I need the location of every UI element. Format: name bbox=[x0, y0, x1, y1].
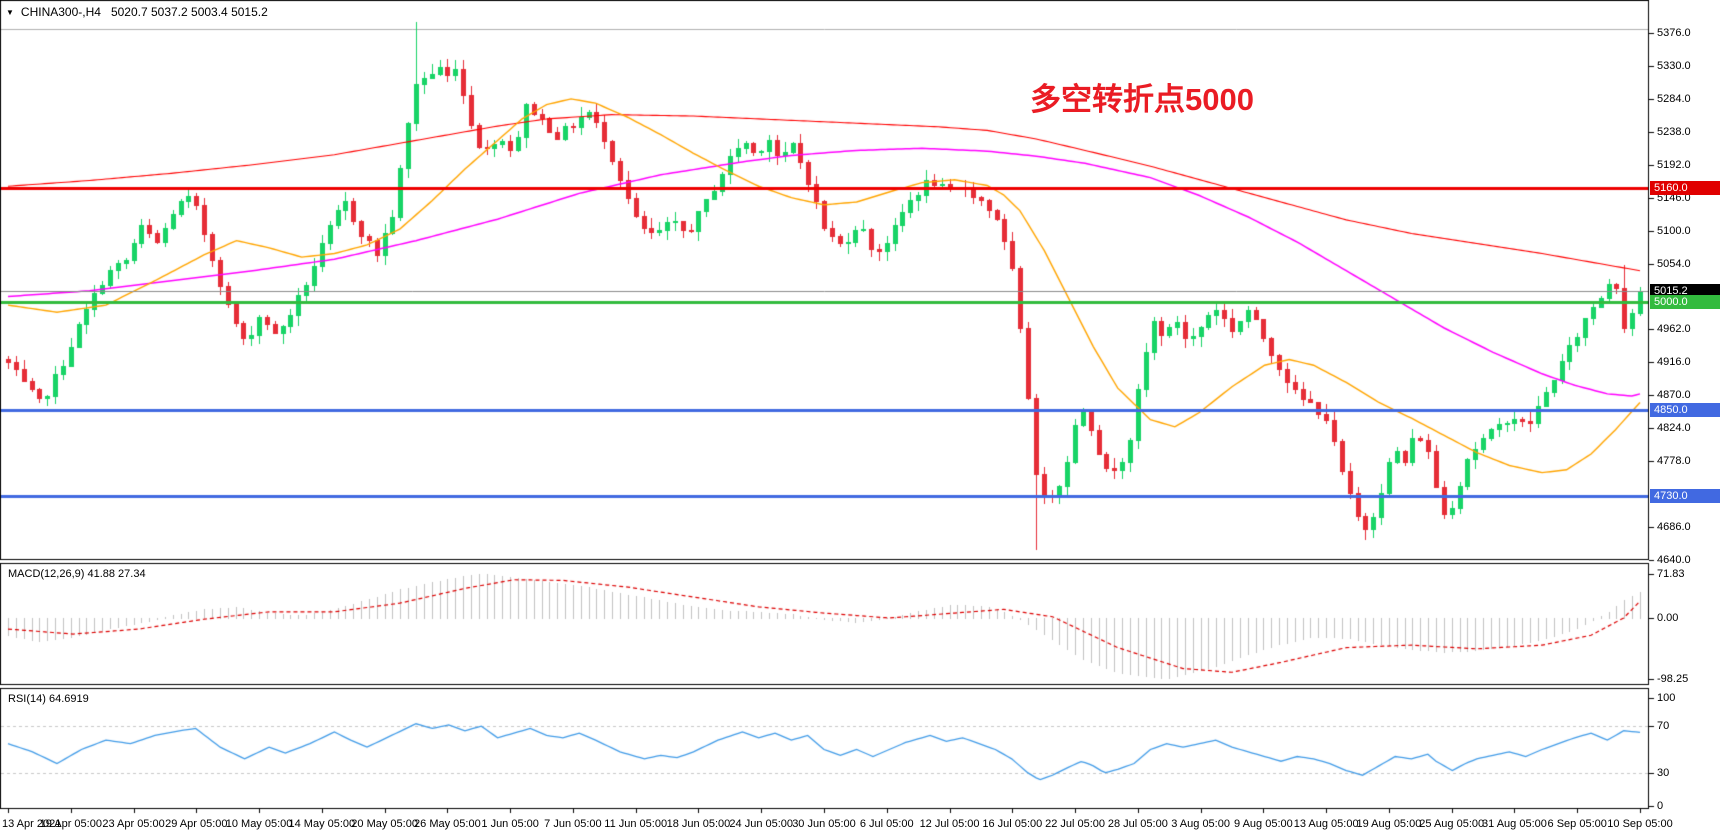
ohlc-values: 5020.7 5037.2 5003.4 5015.2 bbox=[110, 5, 268, 19]
axis-price-badge: 5160.0 bbox=[1650, 180, 1720, 195]
chart-title-bar: ▼ CHINA300-,H4 5020.7 5037.2 5003.4 5015.2 bbox=[6, 5, 268, 19]
macd-tick-label: 0.00 bbox=[1657, 612, 1679, 624]
macd-indicator-label: MACD(12,26,9) 41.88 27.34 bbox=[8, 568, 146, 580]
price-tick-label: 5330.0 bbox=[1657, 59, 1691, 72]
symbol-timeframe-label: CHINA300-,H4 bbox=[20, 5, 101, 19]
macd-tick-label: -98.25 bbox=[1657, 672, 1689, 685]
price-tick-label: 5054.0 bbox=[1657, 257, 1691, 270]
axis-price-badge: 4850.0 bbox=[1650, 402, 1720, 417]
time-axis-label: 26 May 05:00 bbox=[414, 818, 481, 830]
axis-price-badge: 4730.0 bbox=[1650, 488, 1720, 503]
axis-price-badge: 5000.0 bbox=[1650, 295, 1720, 310]
time-axis-label: 7 Jun 05:00 bbox=[544, 818, 602, 830]
time-axis-label: 10 Sep 05:00 bbox=[1607, 818, 1673, 830]
price-tick-label: 4916.0 bbox=[1657, 356, 1691, 369]
price-tick-label: 4870.0 bbox=[1657, 389, 1691, 402]
symbol-dropdown-icon[interactable]: ▼ bbox=[6, 8, 14, 17]
time-axis-label: 10 May 05:00 bbox=[225, 818, 293, 830]
time-axis-label: 19 Apr 05:00 bbox=[39, 818, 102, 830]
time-axis-label: 1 Jun 05:00 bbox=[481, 818, 539, 830]
axis-price-badge: 5015.2 bbox=[1650, 284, 1720, 299]
time-axis-label: 24 Jun 05:00 bbox=[729, 818, 794, 830]
rsi-tick-label: 100 bbox=[1657, 692, 1676, 704]
price-tick-label: 5146.0 bbox=[1657, 191, 1691, 204]
rsi-tick-label: 70 bbox=[1657, 720, 1670, 733]
time-axis-label: 23 Apr 05:00 bbox=[102, 818, 165, 830]
macd-tick-label: 71.83 bbox=[1657, 567, 1685, 580]
time-axis-label: 14 May 05:00 bbox=[288, 818, 356, 830]
price-tick-label: 5376.0 bbox=[1657, 27, 1691, 39]
time-axis-label: 31 Aug 05:00 bbox=[1482, 818, 1547, 830]
time-axis-label: 22 Jul 05:00 bbox=[1045, 818, 1106, 830]
time-axis-label: 25 Aug 05:00 bbox=[1419, 818, 1485, 830]
time-axis-label: 9 Aug 05:00 bbox=[1234, 818, 1293, 830]
time-axis-label: 12 Jul 05:00 bbox=[919, 818, 980, 830]
price-tick-label: 5100.0 bbox=[1657, 224, 1691, 237]
time-axis-label: 13 Apr 2021 bbox=[2, 818, 62, 830]
time-axis-label: 3 Aug 05:00 bbox=[1171, 818, 1230, 830]
price-tick-label: 4962.0 bbox=[1657, 323, 1691, 336]
time-axis-label: 28 Jul 05:00 bbox=[1107, 818, 1168, 830]
price-tick-label: 5192.0 bbox=[1657, 158, 1691, 171]
chart-annotation-text: 多空转折点5000 bbox=[1030, 82, 1254, 117]
price-axis[interactable]: 5376.0 5330.0 5284.0 5238.0 5192.0 5146.0 5100… bbox=[1649, 0, 1721, 812]
time-axis-label: 29 Apr 05:00 bbox=[165, 818, 228, 830]
price-tick-label: 4640.0 bbox=[1657, 554, 1691, 566]
time-axis-label: 18 Jun 05:00 bbox=[666, 818, 731, 830]
time-axis[interactable]: 13 Apr 2021 19 Apr 05:00 23 Apr 05:00 29 Ap… bbox=[0, 809, 1721, 838]
price-tick-label: 4778.0 bbox=[1657, 455, 1691, 468]
time-axis-label: 16 Jul 05:00 bbox=[982, 818, 1043, 830]
macd-panel[interactable] bbox=[0, 563, 1649, 685]
rsi-tick-label: 0 bbox=[1657, 800, 1664, 812]
rsi-tick-label: 30 bbox=[1657, 766, 1670, 779]
time-axis-label: 20 May 05:00 bbox=[351, 818, 418, 830]
price-tick-label: 4824.0 bbox=[1657, 422, 1691, 435]
price-tick-label: 5284.0 bbox=[1657, 92, 1691, 105]
price-tick-label: 4686.0 bbox=[1657, 521, 1691, 534]
price-chart-panel[interactable] bbox=[0, 0, 1649, 560]
time-axis-label: 11 Jun 05:00 bbox=[604, 818, 668, 830]
rsi-panel[interactable] bbox=[0, 688, 1649, 809]
time-axis-label: 30 Jun 05:00 bbox=[792, 818, 856, 830]
price-tick-label: 5238.0 bbox=[1657, 125, 1691, 138]
time-axis-label: 19 Aug 05:00 bbox=[1356, 818, 1422, 830]
time-axis-label: 6 Jul 05:00 bbox=[859, 818, 914, 830]
time-axis-label: 6 Sep 05:00 bbox=[1547, 818, 1607, 830]
time-axis-label: 13 Aug 05:00 bbox=[1293, 818, 1359, 830]
rsi-indicator-label: RSI(14) 64.6919 bbox=[8, 693, 89, 705]
